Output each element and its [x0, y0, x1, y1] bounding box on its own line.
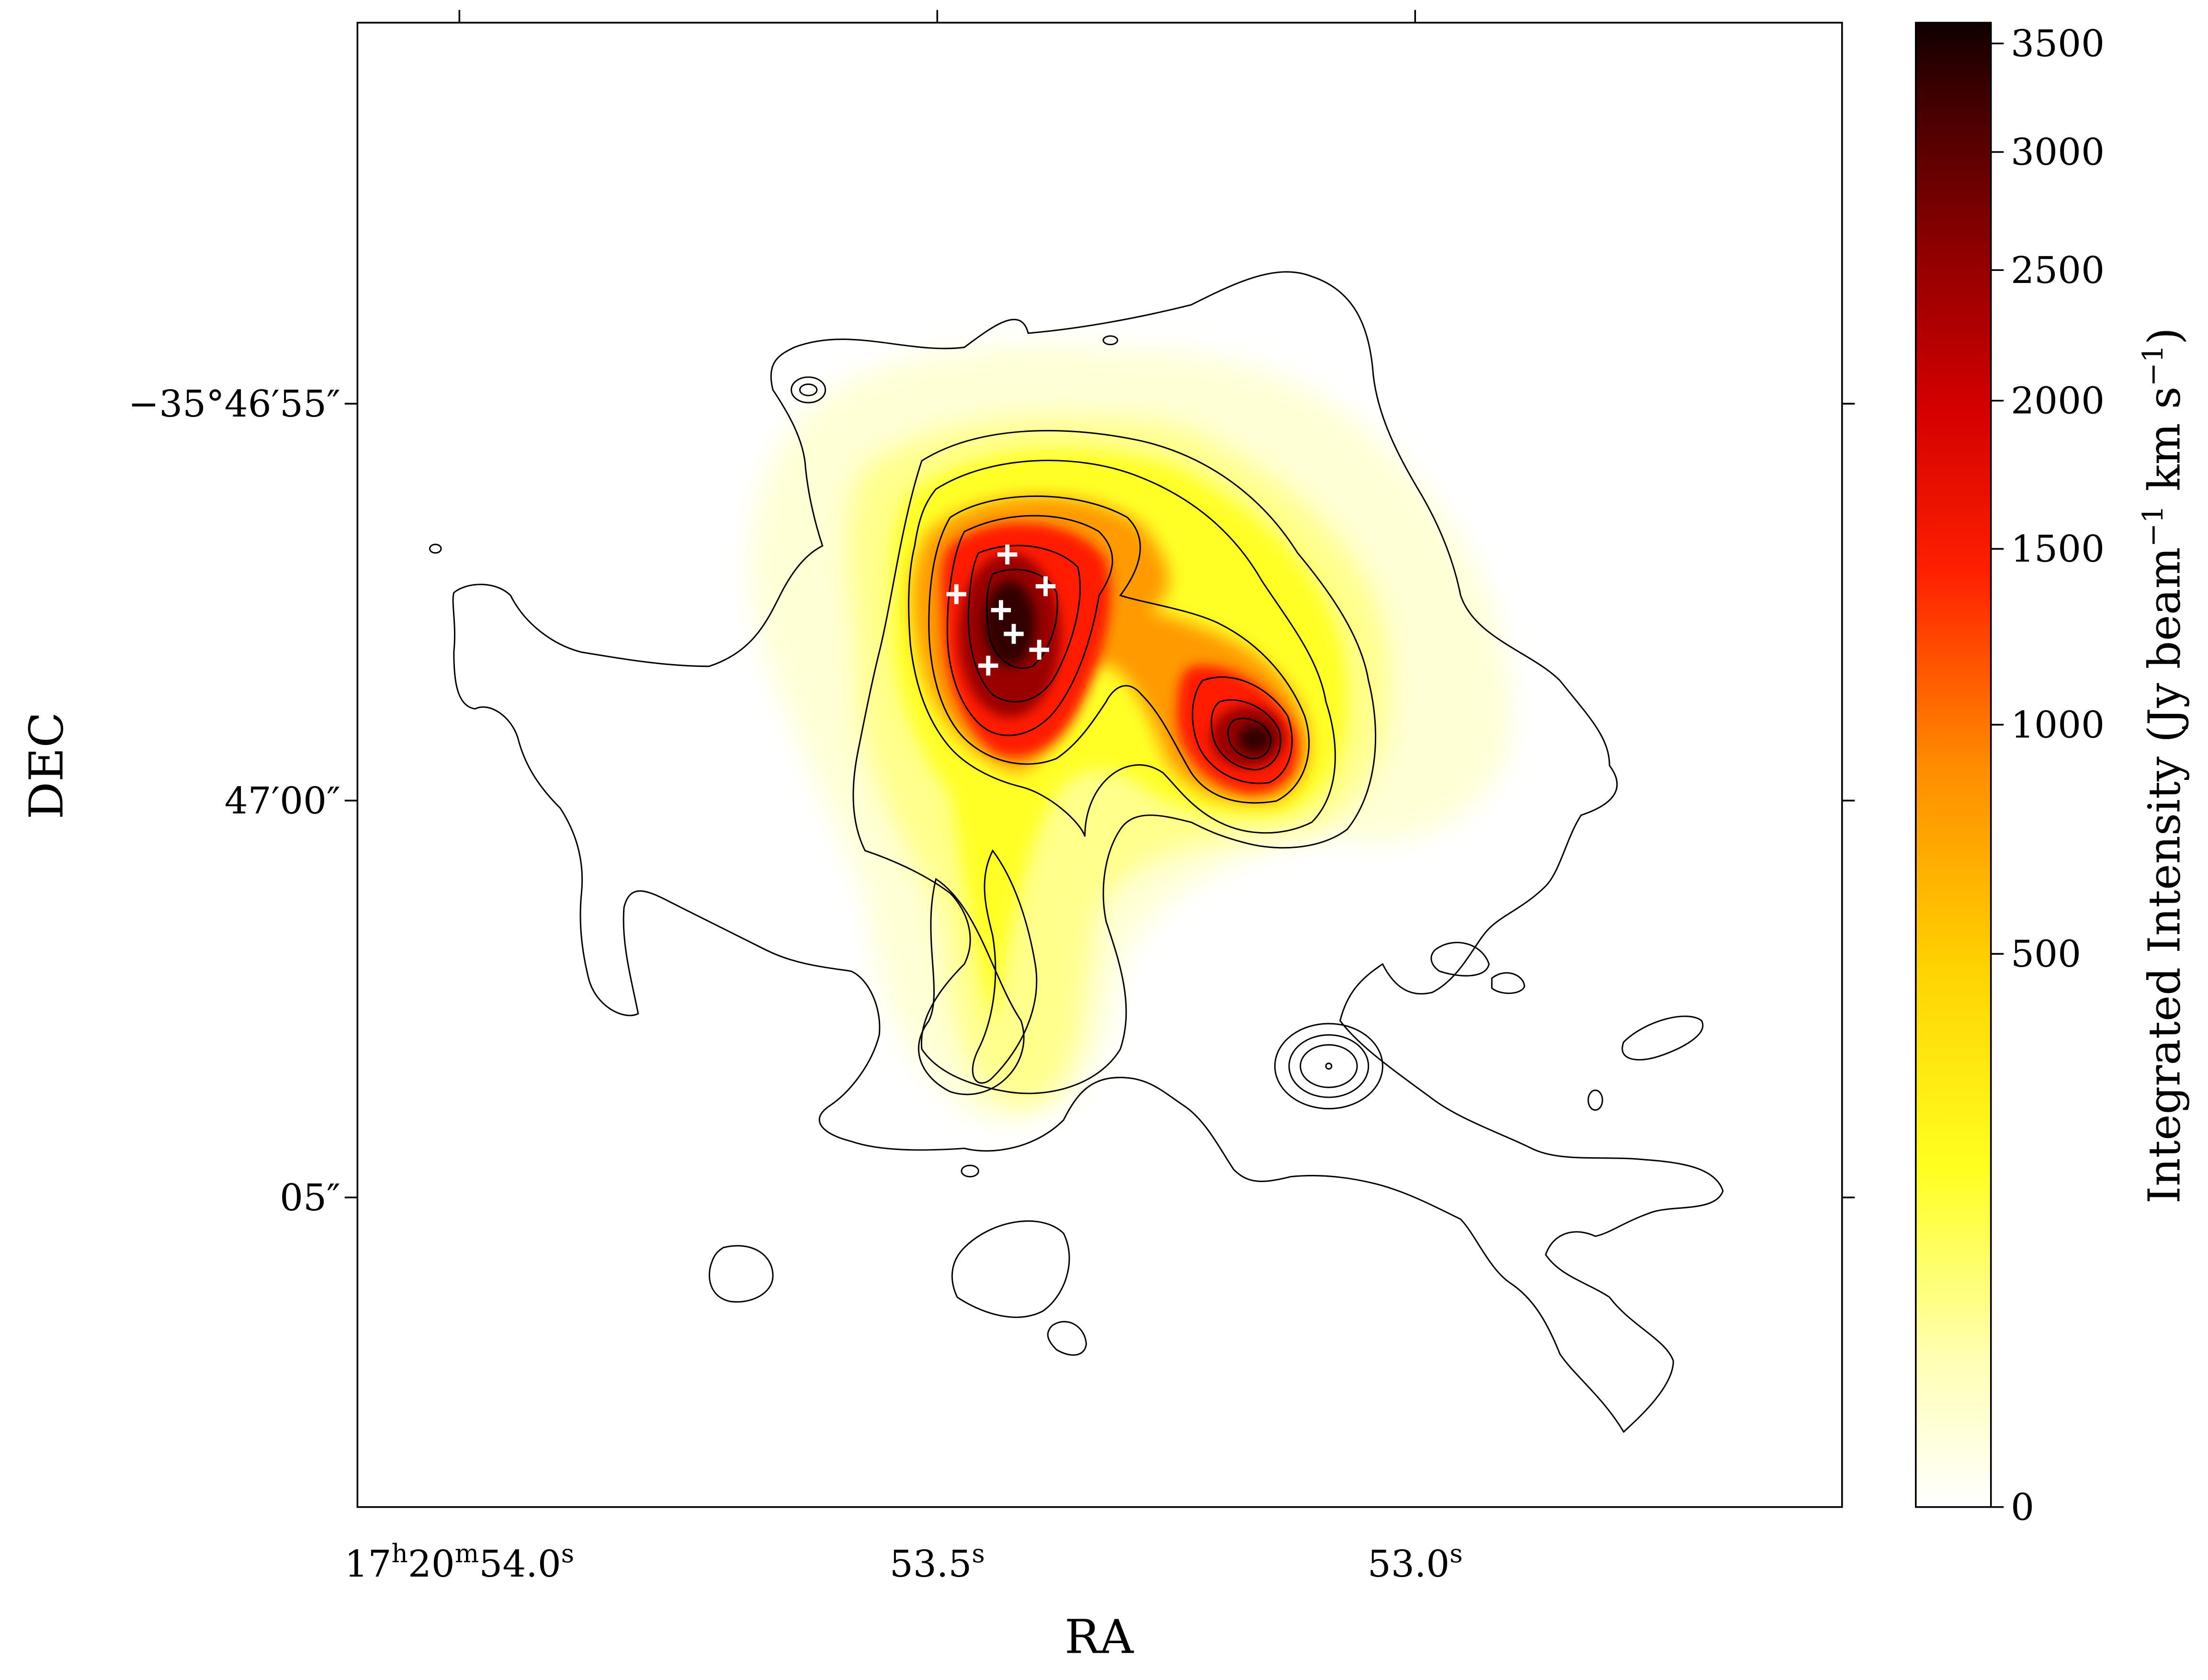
y-axis-label: DEC — [20, 712, 74, 819]
contour-blob-right-1 — [1430, 942, 1490, 977]
colorbar-tick-label-0: 0 — [2011, 1486, 2034, 1529]
x-tick-label-1-part-4: 53.5 — [890, 1543, 972, 1586]
contour-level-2 — [852, 430, 1377, 1094]
contour-level-5b — [1191, 676, 1293, 784]
colorbar-tick-label-4: 2000 — [2011, 380, 2105, 423]
x-tick-label-2-part-5: s — [1449, 1539, 1462, 1568]
contour-tail-left — [972, 849, 1038, 1084]
contour-level-6 — [967, 545, 1081, 703]
x-tick-label-2: 53.0s — [1368, 1539, 1463, 1586]
contour-blob-bottom-mid — [951, 1220, 1070, 1318]
plot-frame — [356, 22, 1843, 1508]
source-marker-0 — [997, 544, 1018, 564]
contour-blob-bottom-left — [709, 1245, 774, 1303]
x-tick-label-1-part-5: s — [972, 1539, 985, 1568]
y-tick-label-2: 05″ — [280, 1177, 340, 1219]
contour-level-1 — [452, 271, 1724, 1433]
source-marker-3 — [1035, 576, 1056, 597]
contour-blob-bottom-mid-2 — [1047, 1321, 1087, 1356]
x-tick-label-0: 17h20m54.0s — [345, 1539, 575, 1586]
source-marker-1 — [946, 584, 966, 604]
source-marker-5 — [1029, 640, 1049, 660]
contour-level-5 — [946, 515, 1113, 736]
colorbar-ticks: 0 500 1000 1500 2000 2500 3000 3500 — [1991, 23, 2105, 1529]
colorbar-tick-label-7: 3500 — [2011, 23, 2105, 65]
colorbar-label-exp2: −1 — [2136, 345, 2169, 386]
colorbar-label-end: ) — [2139, 327, 2190, 345]
colorbar-tick-label-1: 500 — [2011, 933, 2081, 976]
contour-blob-top-left — [791, 376, 827, 404]
colorbar — [1914, 22, 1992, 1508]
x-tick-label-2-part-4: 53.0 — [1368, 1543, 1449, 1586]
contour-compact-source-3 — [1300, 1044, 1358, 1088]
contour-compact-source-2 — [1288, 1034, 1370, 1098]
contour-compact-source-4 — [1325, 1062, 1333, 1070]
colorbar-label: Integrated Intensity (Jy beam−1 km s−1) — [2136, 327, 2190, 1204]
emission-peak — [984, 581, 1272, 753]
contour-compact-source-1 — [1274, 1023, 1383, 1110]
contour-level-4 — [928, 496, 1310, 804]
x-axis: 17h20m54.0s 53.5s 53.0s — [345, 10, 1463, 1586]
colorbar-tick-label-5: 2500 — [2011, 249, 2105, 292]
contour-blob-right-4 — [1587, 1089, 1603, 1111]
contour-blob-small-2 — [1102, 335, 1119, 346]
contour-level-7b — [1227, 718, 1272, 759]
colorbar-label-exp1: −1 — [2136, 505, 2169, 547]
x-tick-label-0-part-2: 20 — [408, 1543, 455, 1586]
y-tick-label-1: 47′00″ — [225, 780, 340, 823]
contour-level-3 — [908, 460, 1336, 837]
x-tick-label-0-part-4: 54.0 — [479, 1543, 561, 1586]
source-marker-6 — [978, 655, 998, 676]
colorbar-tick-label-6: 3000 — [2011, 131, 2105, 174]
source-markers — [946, 544, 1056, 676]
colorbar-tick-label-2: 1000 — [2011, 704, 2105, 746]
x-axis-label: RA — [1064, 1610, 1134, 1665]
contour-lines — [429, 271, 1724, 1433]
contour-blob-right-3 — [1621, 1015, 1704, 1061]
x-tick-label-0-part-0: 17 — [345, 1543, 392, 1586]
x-tick-label-0-part-1: h — [392, 1539, 408, 1568]
contour-tail-left-2 — [917, 878, 1025, 1095]
contour-blob-right-2 — [1491, 972, 1525, 994]
contour-level-6b — [1211, 699, 1281, 771]
contour-level-7 — [986, 569, 1058, 669]
colorbar-tick-label-3: 1500 — [2011, 528, 2105, 571]
y-tick-label-0: −35°46′55″ — [128, 383, 340, 426]
source-marker-4 — [1004, 624, 1024, 644]
contour-blob-small-3 — [961, 1164, 979, 1178]
colorbar-label-mid: km s — [2139, 386, 2190, 505]
x-tick-label-0-part-3: m — [455, 1539, 479, 1568]
colorbar-label-main: Integrated Intensity (Jy beam — [2139, 547, 2190, 1204]
contour-blob-top-left-inner — [799, 383, 818, 396]
intensity-map — [751, 345, 1511, 1120]
x-tick-label-0-part-5: s — [561, 1539, 574, 1568]
x-tick-label-1: 53.5s — [890, 1539, 985, 1586]
contour-blob-small-1 — [429, 543, 442, 554]
source-marker-2 — [991, 600, 1011, 620]
y-axis: −35°46′55″ 47′00″ 05″ — [128, 383, 1855, 1219]
